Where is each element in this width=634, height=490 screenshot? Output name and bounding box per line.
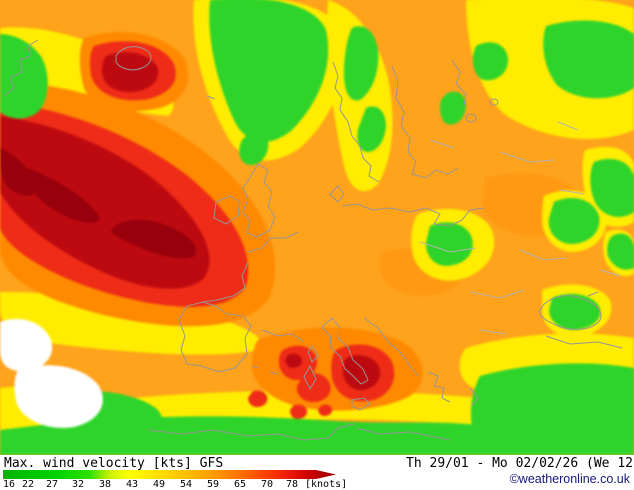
legend-tick: 70	[261, 479, 274, 490]
coastlines	[3, 39, 623, 441]
region-calm-white	[0, 318, 103, 428]
copyright: ©weatheronline.co.uk	[509, 472, 630, 486]
legend-tick: 78	[286, 479, 299, 490]
legend-tick: 38	[99, 479, 112, 490]
footer: Max. wind velocity [kts] GFS Th 29/01 - …	[0, 455, 634, 490]
legend-tick: 22	[22, 479, 35, 490]
wind-regions	[0, 0, 634, 455]
region-deepest-red	[0, 148, 196, 259]
legend-tick: 27	[46, 479, 59, 490]
region-yellow	[0, 0, 634, 454]
legend-tick: 43	[126, 479, 139, 490]
legend-tick: 16	[3, 479, 16, 490]
legend-ticks: 16 22 27 32 38 43 49 54 59 65 70 78 [kno…	[3, 479, 403, 490]
country-borders	[419, 121, 621, 335]
map-title: Max. wind velocity [kts] GFS	[4, 456, 224, 471]
legend-tick: 59	[207, 479, 220, 490]
wind-velocity-map	[0, 0, 634, 455]
legend-tick: 32	[72, 479, 85, 490]
legend-tick: 65	[234, 479, 247, 490]
region-dark-red	[0, 52, 381, 391]
legend-tick: 49	[153, 479, 166, 490]
legend-tick: 54	[180, 479, 193, 490]
legend-gradient-bar	[3, 470, 336, 479]
date-range: Th 29/01 - Mo 02/02/26 (We 12	[406, 456, 633, 471]
legend-unit: [knots]	[305, 479, 348, 490]
